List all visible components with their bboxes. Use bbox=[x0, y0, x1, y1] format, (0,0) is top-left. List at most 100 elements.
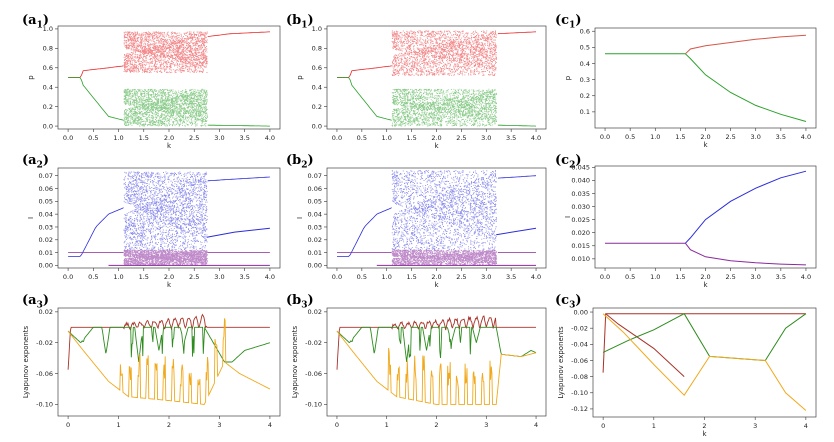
y-tick-label: 0.4 bbox=[312, 84, 322, 92]
y-tick-label: 0.2 bbox=[312, 103, 322, 111]
x-tick-label: 1 bbox=[652, 422, 656, 430]
panel-index: 3 bbox=[36, 300, 43, 311]
x-axis-label: k bbox=[434, 142, 439, 150]
bif-cloud bbox=[391, 170, 497, 251]
y-tick-label: 0.035 bbox=[571, 190, 590, 198]
y-tick-label: 0.1 bbox=[580, 108, 590, 116]
x-axis-label: k bbox=[167, 281, 172, 289]
series-line bbox=[685, 53, 807, 122]
bif-cloud bbox=[123, 88, 208, 127]
series-lower bbox=[68, 249, 270, 266]
y-tick-label: 0.040 bbox=[571, 177, 590, 185]
y-tick-label: 0.8 bbox=[43, 45, 53, 53]
x-tick-label: 3.0 bbox=[481, 134, 491, 142]
y-tick-label: 0.6 bbox=[43, 64, 53, 72]
panel-title-b1: (b1) bbox=[286, 13, 314, 31]
panel-index: 1 bbox=[301, 20, 308, 31]
series-line bbox=[206, 227, 270, 238]
x-tick-label: 3.5 bbox=[776, 133, 786, 141]
panel-letter: a bbox=[28, 153, 37, 168]
series-lambda_1b bbox=[605, 313, 685, 377]
y-tick-label: 0.03 bbox=[308, 223, 322, 231]
lyap-line bbox=[336, 315, 536, 370]
x-tick-label: 4 bbox=[804, 422, 808, 430]
y-tick-label: 0.06 bbox=[308, 185, 322, 193]
x-tick-label: 1.0 bbox=[113, 134, 123, 142]
y-tick-label: 0.2 bbox=[43, 103, 53, 111]
axes-frame bbox=[594, 165, 817, 269]
x-tick-label: 3 bbox=[217, 421, 221, 429]
x-tick-label: 4 bbox=[268, 421, 272, 429]
y-tick-label: 0.00 bbox=[308, 262, 322, 270]
plot-area bbox=[336, 315, 537, 405]
plot-area bbox=[67, 313, 271, 405]
panel-letter: b bbox=[292, 13, 302, 28]
panel-letter: b bbox=[292, 153, 302, 168]
y-tick-label: 0.01 bbox=[39, 249, 53, 257]
y-tick-label: 0.04 bbox=[39, 210, 53, 218]
y-tick-label: 0.010 bbox=[571, 255, 590, 263]
y-tick-label: 0.05 bbox=[308, 198, 322, 206]
y-tick-label: 0.6 bbox=[580, 28, 590, 36]
panel-title-a2: (a2) bbox=[22, 153, 50, 171]
x-tick-label: 4.0 bbox=[265, 273, 275, 281]
y-axis-label: Lyapunov exponents bbox=[291, 326, 299, 399]
y-tick-label: 0.6 bbox=[312, 64, 322, 72]
axes-frame bbox=[57, 307, 281, 417]
bif-trunk bbox=[337, 175, 537, 257]
bif-cloud bbox=[123, 31, 208, 74]
series-lambda_2 bbox=[602, 313, 807, 362]
y-axis-label: I bbox=[27, 217, 35, 219]
x-tick-label: 1 bbox=[385, 421, 389, 429]
bif-trunk bbox=[337, 77, 537, 127]
y-tick-label: 0.01 bbox=[308, 249, 322, 257]
x-tick-label: 4.0 bbox=[531, 134, 541, 142]
x-tick-label: 0 bbox=[601, 422, 605, 430]
x-tick-label: 4.0 bbox=[801, 273, 811, 281]
bif-cloud bbox=[123, 171, 208, 251]
x-tick-label: 3.5 bbox=[506, 273, 516, 281]
panel-index: 3 bbox=[301, 300, 308, 311]
x-tick-label: 3.0 bbox=[481, 273, 491, 281]
x-tick-label: 2.0 bbox=[431, 273, 441, 281]
series-upper bbox=[685, 170, 807, 244]
panel-a2: 0.0 0.5 1.0 1.5 2.0 2.5 3.0 3.5 4.0 0.00 0.01 0.02 0… bbox=[27, 167, 281, 289]
lyap-line bbox=[336, 326, 537, 363]
x-tick-label: 2.0 bbox=[164, 273, 174, 281]
y-tick-label: 0.045 bbox=[571, 164, 590, 172]
panel-index: 3 bbox=[569, 300, 576, 311]
x-tick-label: 0.0 bbox=[600, 133, 610, 141]
series-lower bbox=[685, 53, 807, 122]
x-tick-label: 2.5 bbox=[456, 273, 466, 281]
panel-letter: a bbox=[28, 293, 37, 308]
series-line bbox=[602, 313, 807, 362]
x-tick-label: 3.5 bbox=[776, 273, 786, 281]
x-tick-label: 0.0 bbox=[63, 134, 73, 142]
y-tick-label: 1.0 bbox=[43, 25, 53, 33]
series-lambda_3 bbox=[336, 330, 537, 405]
panel-index: 1 bbox=[569, 20, 576, 31]
y-tick-label: 0.02 bbox=[39, 236, 53, 244]
x-tick-label: 1.5 bbox=[139, 134, 149, 142]
panel-letter: c bbox=[561, 153, 570, 168]
x-tick-label: 0.5 bbox=[625, 133, 635, 141]
x-tick-label: 2 bbox=[167, 421, 171, 429]
x-tick-label: 1.0 bbox=[650, 133, 660, 141]
y-tick-label: 0.00 bbox=[39, 262, 53, 270]
y-tick-label: 0.00 bbox=[574, 308, 588, 316]
x-tick-label: 1.5 bbox=[675, 133, 685, 141]
y-tick-label: -0.06 bbox=[36, 370, 53, 378]
y-tick-label: 0.04 bbox=[308, 210, 322, 218]
x-tick-label: 2 bbox=[434, 421, 438, 429]
y-tick-label: -0.10 bbox=[36, 401, 53, 409]
bif-trunk bbox=[68, 176, 270, 257]
y-tick-label: -0.02 bbox=[571, 324, 588, 332]
x-tick-label: 3.0 bbox=[214, 273, 224, 281]
y-tick-label: 0.02 bbox=[308, 236, 322, 244]
y-tick-label: -0.02 bbox=[36, 339, 53, 347]
plot-area bbox=[605, 170, 807, 266]
panel-title-b3: (b3) bbox=[286, 293, 314, 311]
series-lambda_3 bbox=[67, 318, 271, 405]
x-tick-label: 4.0 bbox=[531, 273, 541, 281]
